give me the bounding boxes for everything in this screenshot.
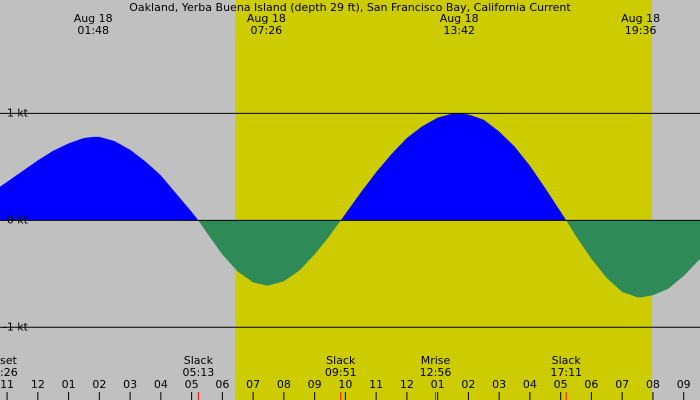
event-label: Slack <box>326 354 356 367</box>
x-tick-label: 05 <box>185 378 199 391</box>
y-tick-label: 1 kt <box>7 106 29 119</box>
current-area <box>0 113 700 298</box>
event-time: 01:48 <box>77 24 109 37</box>
event-time: :26 <box>0 366 18 379</box>
event-date: Aug 18 <box>621 12 660 25</box>
x-tick-label: 09 <box>677 378 691 391</box>
event-time: 12:56 <box>420 366 452 379</box>
event-time: 05:13 <box>183 366 215 379</box>
x-tick-label: 12 <box>400 378 414 391</box>
event-label: set <box>0 354 17 367</box>
x-tick-label: 04 <box>154 378 168 391</box>
x-tick-label: 12 <box>31 378 45 391</box>
x-tick-label: 01 <box>62 378 76 391</box>
event-time: 19:36 <box>625 24 657 37</box>
x-tick-label: 10 <box>338 378 352 391</box>
x-tick-label: 04 <box>523 378 537 391</box>
x-tick-label: 02 <box>92 378 106 391</box>
event-date: Aug 18 <box>74 12 113 25</box>
y-tick-label: -1 kt <box>3 320 29 333</box>
event-date: Aug 18 <box>247 12 286 25</box>
event-time: 13:42 <box>443 24 475 37</box>
x-tick-label: 07 <box>246 378 260 391</box>
x-tick-label: 07 <box>615 378 629 391</box>
x-tick-label: 02 <box>461 378 475 391</box>
event-label: Mrise <box>421 354 451 367</box>
x-tick-label: 03 <box>492 378 506 391</box>
x-tick-label: 08 <box>646 378 660 391</box>
event-label: Slack <box>184 354 214 367</box>
event-time: 07:26 <box>250 24 282 37</box>
event-time: 09:51 <box>325 366 357 379</box>
x-tick-label: 03 <box>123 378 137 391</box>
x-tick-label: 11 <box>369 378 383 391</box>
x-tick-label: 05 <box>554 378 568 391</box>
x-tick-label: 06 <box>215 378 229 391</box>
chart-title: Oakland, Yerba Buena Island (depth 29 ft… <box>129 1 571 14</box>
event-time: 17:11 <box>550 366 582 379</box>
y-tick-label: 0 kt <box>7 213 29 226</box>
x-tick-label: 06 <box>584 378 598 391</box>
x-tick-label: 08 <box>277 378 291 391</box>
x-tick-label: 01 <box>431 378 445 391</box>
event-date: Aug 18 <box>440 12 479 25</box>
x-tick-label: 11 <box>0 378 14 391</box>
event-label: Slack <box>552 354 582 367</box>
x-tick-label: 09 <box>308 378 322 391</box>
